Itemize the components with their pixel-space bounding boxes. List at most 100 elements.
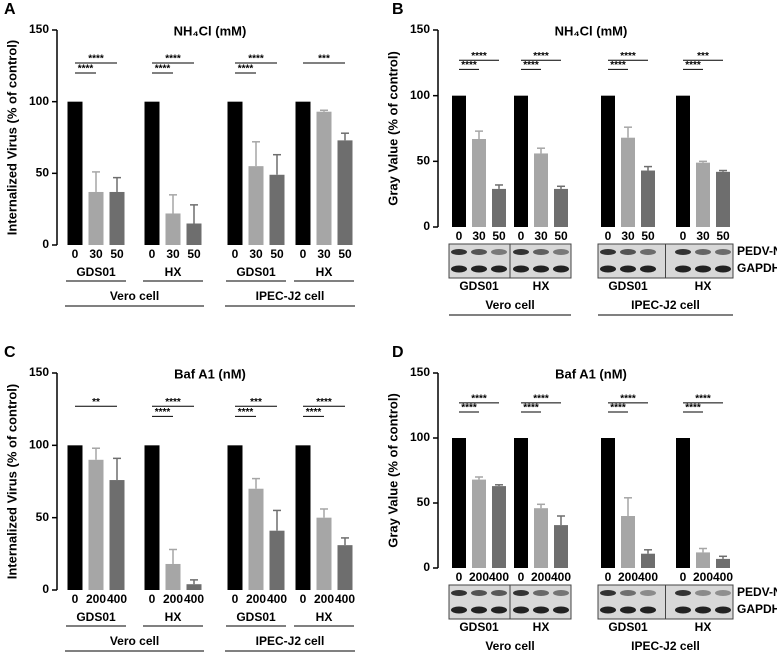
significance-label: **** [461,60,477,71]
x-tick-label: 200 [163,592,183,606]
bar [186,223,202,245]
bar [109,480,125,590]
group-label: GDS01 [608,620,648,634]
y-axis-label: Gray Value (% of control) [385,51,400,206]
x-tick-label: 50 [187,247,201,261]
x-tick-label: 0 [149,592,156,606]
x-tick-label: 30 [472,229,486,243]
y-tick-label: 50 [417,495,431,509]
bar [472,479,486,568]
blot-band [513,606,529,614]
y-tick-label: 150 [29,22,49,36]
bar [269,174,285,245]
group-label: GDS01 [459,620,499,634]
bar [472,139,486,227]
chart-title: NH₄Cl (mM) [555,23,628,38]
y-tick-label: 50 [36,510,50,524]
cell-label: IPEC-J2 cell [256,634,325,648]
bar [716,171,730,227]
x-tick-label: 0 [300,247,307,261]
significance-label: *** [697,51,709,62]
x-tick-label: 30 [317,247,331,261]
blot-band [451,265,467,273]
group-label: GDS01 [76,610,116,624]
x-tick-label: 30 [621,229,635,243]
y-tick-label: 0 [423,560,430,574]
blot-band [640,265,656,273]
significance-label: **** [248,54,264,65]
x-tick-label: 0 [456,570,463,584]
group-label: GDS01 [608,279,648,293]
bar [316,111,332,245]
blot-band [695,249,711,255]
bar [337,140,353,245]
bar [716,558,730,568]
significance-label: **** [685,403,701,414]
x-tick-label: 200 [531,570,551,584]
y-axis-label: Gray Value (% of control) [385,393,400,548]
y-tick-label: 50 [36,166,50,180]
x-tick-label: 50 [492,229,506,243]
significance-label: **** [523,403,539,414]
bar [676,95,690,228]
bar [554,525,568,568]
panel-label: A [4,1,16,18]
blot-band [471,249,487,255]
bar [269,530,285,590]
significance-label: **** [695,394,711,405]
bar [621,137,635,227]
bar [534,508,548,568]
x-tick-label: 400 [107,592,127,606]
group-label: HX [695,620,712,634]
significance-label: **** [523,60,539,71]
bar [144,101,160,246]
group-label: HX [533,620,550,634]
blot-band [533,249,549,255]
blot-band [675,590,691,596]
x-tick-label: 400 [184,592,204,606]
x-tick-label: 400 [489,570,509,584]
blot-band [675,265,691,273]
x-tick-label: 50 [110,247,124,261]
cell-label: Vero cell [110,634,159,648]
significance-label: **** [88,54,104,65]
bar [492,188,506,227]
bar [601,438,615,568]
group-label: HX [695,279,712,293]
x-tick-label: 0 [300,592,307,606]
blot-band [513,590,529,596]
blot-band [640,249,656,255]
x-tick-label: 400 [638,570,658,584]
y-tick-label: 0 [423,219,430,233]
cell-label: Vero cell [485,639,534,653]
blot-band [533,590,549,596]
bar [514,95,528,228]
blot-band [491,265,507,273]
y-tick-label: 0 [42,582,49,596]
cell-label: IPEC-J2 cell [631,639,700,653]
x-tick-label: 50 [716,229,730,243]
cell-label: IPEC-J2 cell [631,298,700,312]
group-label: HX [165,265,182,279]
group-label: HX [316,265,333,279]
x-tick-label: 200 [86,592,106,606]
significance-label: **** [461,403,477,414]
significance-label: **** [620,51,636,62]
blot-band [600,249,616,255]
y-tick-label: 0 [42,237,49,251]
bar [452,438,466,568]
blot-band [620,265,636,273]
blot-band [553,590,569,596]
group-label: GDS01 [459,279,499,293]
bar [67,445,83,590]
bar [514,438,528,568]
blot-band [620,249,636,255]
y-tick-label: 100 [410,430,430,444]
x-tick-label: 30 [696,229,710,243]
group-label: GDS01 [236,610,276,624]
cell-label: IPEC-J2 cell [256,289,325,303]
significance-label: **** [238,64,254,75]
bar [165,563,181,590]
y-tick-label: 100 [29,438,49,452]
